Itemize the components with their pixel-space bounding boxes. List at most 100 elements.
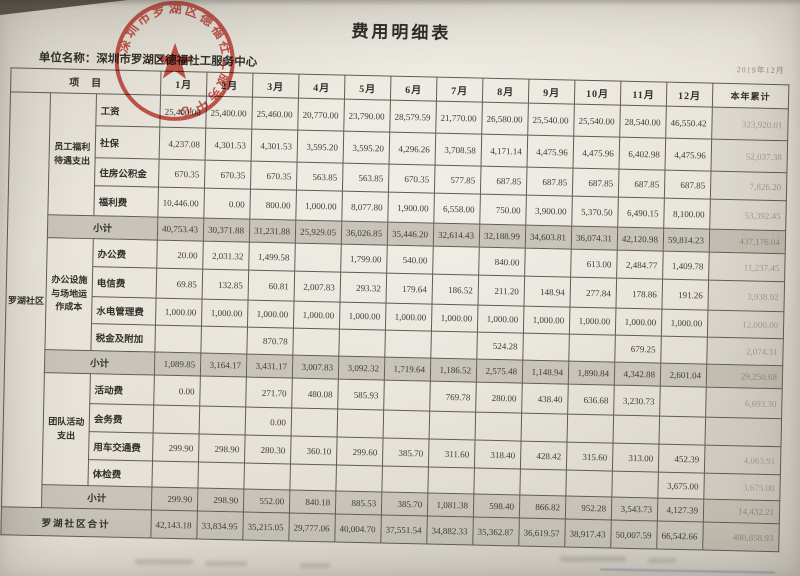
- amount-cell: 1,000.00: [201, 299, 249, 328]
- amount-cell: 1,000.00: [569, 307, 616, 336]
- amount-cell: 25,929.05: [295, 220, 342, 245]
- month-column-header: 7月: [436, 77, 483, 103]
- amount-cell: 66,542.66: [656, 521, 704, 551]
- amount-cell: 0.00: [153, 375, 201, 407]
- amount-cell: 34,882.33: [426, 516, 474, 546]
- bleed-through-artifact: [300, 563, 330, 568]
- item-label: 水电管理费: [91, 296, 157, 326]
- amount-cell: 577.85: [434, 165, 482, 195]
- month-column-header: 1月: [160, 71, 208, 97]
- year-total-cell: 6,693.30: [705, 387, 783, 419]
- amount-cell: 8,077.80: [341, 191, 389, 223]
- month-column-header: 4月: [298, 74, 345, 100]
- amount-cell: 4,475.96: [573, 136, 620, 170]
- amount-cell: 952.28: [565, 496, 612, 521]
- amount-cell: 1,409.78: [662, 251, 710, 281]
- category-label-team-activity: 团队活动支出: [41, 372, 91, 486]
- amount-cell: [199, 406, 246, 436]
- amount-cell: 840.18: [289, 490, 336, 515]
- amount-cell: [335, 465, 383, 493]
- amount-cell: 69.85: [156, 268, 203, 300]
- amount-cell: 524.28: [476, 332, 524, 361]
- amount-cell: [338, 329, 386, 358]
- amount-cell: [384, 330, 432, 359]
- amount-cell: 1,000.00: [295, 190, 343, 222]
- amount-cell: 1,000.00: [293, 301, 341, 330]
- expense-table: 项 目 1月 2月 3月 4月 5月 6月 7月 8月 9月 10月 11月 12月 本年累计 罗湖社区…: [0, 67, 789, 552]
- amount-cell: 870.78: [246, 327, 294, 356]
- amount-cell: 2,007.83: [294, 271, 341, 303]
- amount-cell: 280.30: [244, 435, 292, 465]
- amount-cell: 452.39: [658, 444, 705, 474]
- amount-cell: 4,296.26: [389, 132, 436, 166]
- amount-cell: 25,460.00: [251, 97, 299, 131]
- amount-cell: 687.85: [664, 170, 711, 200]
- amount-cell: 21,770.00: [435, 101, 483, 135]
- amount-cell: 670.35: [204, 160, 252, 190]
- amount-cell: 10,446.00: [157, 187, 205, 219]
- year-total-cell: 3,675.00: [703, 473, 781, 501]
- amount-cell: [430, 331, 478, 360]
- subtotal-label: 小计: [47, 214, 158, 241]
- amount-cell: [200, 326, 248, 355]
- amount-cell: 33,834.95: [196, 511, 244, 541]
- amount-cell: 3,675.00: [657, 472, 705, 500]
- amount-cell: 298.90: [198, 434, 246, 464]
- amount-cell: 1,000.00: [523, 306, 570, 335]
- amount-cell: 178.86: [615, 278, 663, 310]
- amount-cell: 1,000.00: [477, 305, 524, 334]
- amount-cell: [524, 248, 572, 278]
- amount-cell: 360.10: [290, 436, 338, 466]
- amount-cell: [243, 463, 291, 491]
- amount-cell: 34,603.81: [525, 225, 572, 250]
- amount-cell: [475, 412, 522, 442]
- amount-cell: 750.00: [479, 194, 527, 226]
- year-total-cell: 7,826.20: [710, 171, 787, 201]
- amount-cell: 3,708.58: [435, 133, 482, 167]
- amount-cell: 438.40: [521, 383, 569, 415]
- amount-cell: 885.53: [335, 491, 382, 516]
- amount-cell: 6,558.00: [433, 193, 481, 225]
- amount-cell: 40,004.70: [334, 514, 382, 544]
- amount-cell: 30,371.88: [203, 218, 250, 243]
- amount-cell: 5,370.50: [571, 196, 619, 228]
- month-column-header: 11月: [620, 81, 667, 107]
- item-label: 活动费: [89, 373, 155, 406]
- item-label: 住房公积金: [94, 157, 160, 188]
- amount-cell: 271.70: [245, 377, 293, 409]
- amount-cell: [659, 386, 707, 418]
- amount-cell: 315.60: [566, 442, 614, 472]
- amount-cell: 1,148.94: [522, 360, 569, 385]
- amount-cell: 1,000.00: [431, 304, 478, 333]
- amount-cell: 35,215.05: [242, 512, 290, 542]
- item-label: 社保: [95, 125, 160, 160]
- amount-cell: 2,601.04: [660, 363, 707, 388]
- amount-cell: 318.40: [474, 440, 522, 470]
- amount-cell: 4,301.53: [205, 128, 252, 162]
- amount-cell: 1,000.00: [339, 302, 387, 331]
- amount-cell: 211.20: [477, 275, 525, 307]
- year-total-cell: 29,250.68: [706, 364, 783, 389]
- amount-cell: 4,301.53: [251, 129, 298, 163]
- amount-cell: [611, 471, 659, 499]
- amount-cell: 1,900.00: [387, 192, 435, 224]
- amount-cell: 46,550.42: [665, 106, 713, 140]
- month-column-header: 5月: [344, 75, 391, 101]
- item-column-header: 项 目: [10, 67, 162, 96]
- subtotal-label: 小计: [41, 484, 152, 511]
- month-column-header: 12月: [666, 82, 713, 108]
- amount-cell: 3,230.73: [613, 385, 661, 417]
- year-total-cell: 14,432.21: [703, 499, 780, 524]
- amount-cell: 23,790.00: [343, 99, 391, 133]
- amount-cell: [154, 325, 202, 354]
- bleed-through-artifact: [205, 561, 247, 566]
- amount-cell: 1,890.84: [568, 361, 615, 386]
- item-label: 工资: [95, 93, 161, 128]
- amount-cell: 186.52: [432, 274, 479, 306]
- month-column-header: 10月: [574, 80, 621, 106]
- amount-cell: 1,000.00: [155, 298, 203, 327]
- amount-cell: 35,446.20: [387, 222, 434, 247]
- category-label-welfare: 员工福利待遇支出: [47, 92, 97, 216]
- year-total-cell: 437,176.04: [709, 229, 786, 254]
- amount-cell: 191.26: [661, 279, 709, 311]
